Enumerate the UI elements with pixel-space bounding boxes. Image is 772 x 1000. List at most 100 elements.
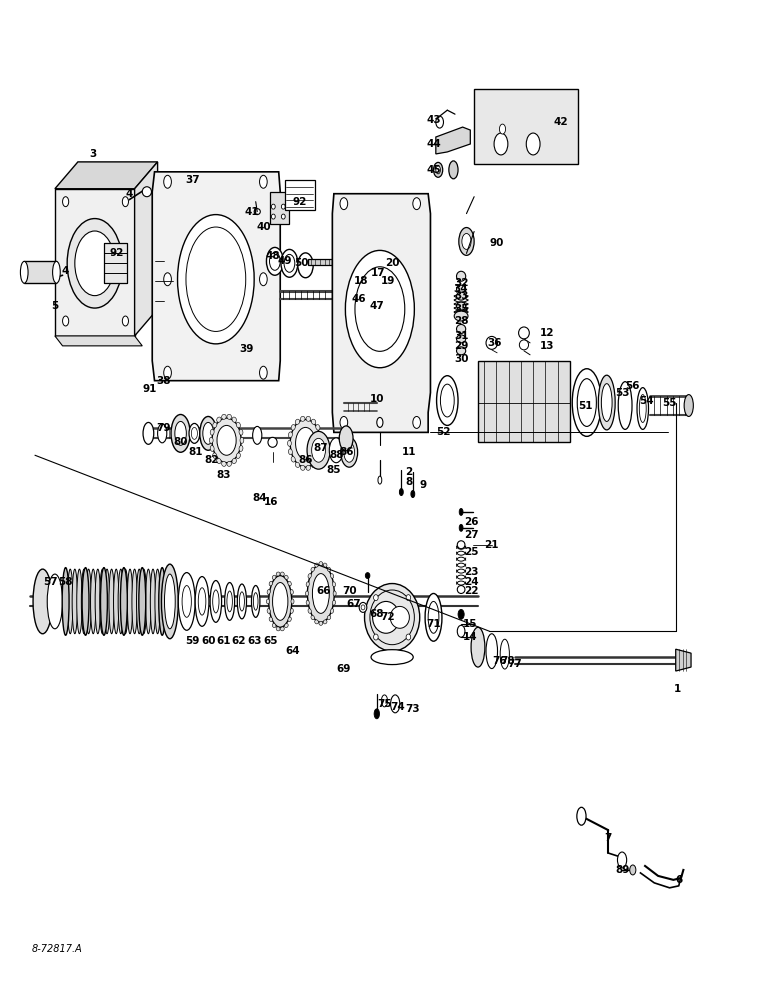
Ellipse shape <box>527 133 540 155</box>
Ellipse shape <box>164 175 171 188</box>
Ellipse shape <box>240 437 244 443</box>
Text: 4: 4 <box>126 189 133 199</box>
Ellipse shape <box>359 602 367 612</box>
Ellipse shape <box>459 508 463 515</box>
Ellipse shape <box>120 568 127 635</box>
Text: 61: 61 <box>216 636 231 646</box>
Ellipse shape <box>456 292 466 300</box>
Text: 3: 3 <box>90 149 96 159</box>
Ellipse shape <box>577 379 597 426</box>
Text: 90: 90 <box>490 238 504 248</box>
Ellipse shape <box>374 709 380 719</box>
Ellipse shape <box>295 419 300 424</box>
Ellipse shape <box>272 204 276 209</box>
Text: 70: 70 <box>342 586 357 596</box>
Ellipse shape <box>319 432 323 438</box>
Ellipse shape <box>178 573 195 630</box>
Text: 35: 35 <box>454 304 469 314</box>
Ellipse shape <box>288 617 291 622</box>
Ellipse shape <box>155 569 161 634</box>
Ellipse shape <box>213 590 219 613</box>
Text: 10: 10 <box>370 394 384 404</box>
Ellipse shape <box>319 562 323 566</box>
Text: 71: 71 <box>426 619 441 629</box>
Text: 31: 31 <box>454 331 469 341</box>
Text: 67: 67 <box>347 599 361 609</box>
Ellipse shape <box>385 253 394 271</box>
Text: 14: 14 <box>463 632 478 642</box>
Ellipse shape <box>355 267 405 351</box>
Ellipse shape <box>164 574 175 629</box>
Ellipse shape <box>151 569 156 634</box>
Ellipse shape <box>311 567 314 572</box>
Ellipse shape <box>269 576 292 627</box>
Ellipse shape <box>381 695 388 707</box>
Text: 51: 51 <box>578 401 593 411</box>
Text: 6: 6 <box>676 875 682 885</box>
Ellipse shape <box>456 324 466 333</box>
Ellipse shape <box>340 198 347 210</box>
Ellipse shape <box>239 592 245 611</box>
Ellipse shape <box>333 600 336 605</box>
Text: 30: 30 <box>454 354 469 364</box>
Ellipse shape <box>227 591 232 612</box>
Text: 36: 36 <box>488 338 502 348</box>
Text: 55: 55 <box>662 398 677 408</box>
Ellipse shape <box>406 595 411 601</box>
Ellipse shape <box>486 634 497 669</box>
Text: 56: 56 <box>625 381 640 391</box>
Ellipse shape <box>254 209 260 215</box>
Ellipse shape <box>269 252 280 270</box>
Ellipse shape <box>306 465 310 470</box>
Ellipse shape <box>63 197 69 207</box>
Ellipse shape <box>72 569 77 634</box>
Ellipse shape <box>486 336 497 349</box>
Ellipse shape <box>280 572 284 576</box>
Text: 92: 92 <box>293 197 307 207</box>
Ellipse shape <box>684 395 693 416</box>
Ellipse shape <box>298 253 313 278</box>
Ellipse shape <box>456 347 466 355</box>
Text: 82: 82 <box>204 455 218 465</box>
Ellipse shape <box>90 569 96 634</box>
Ellipse shape <box>273 623 276 628</box>
Text: 19: 19 <box>381 276 394 286</box>
Text: 68: 68 <box>370 609 384 619</box>
Text: 54: 54 <box>639 396 654 406</box>
Ellipse shape <box>371 650 413 665</box>
Polygon shape <box>308 259 390 265</box>
Ellipse shape <box>212 418 241 463</box>
Ellipse shape <box>266 599 269 604</box>
Text: 29: 29 <box>454 341 469 351</box>
Text: 92: 92 <box>109 248 124 258</box>
Text: 34: 34 <box>454 284 469 294</box>
Ellipse shape <box>323 563 327 567</box>
Text: 88: 88 <box>329 450 344 460</box>
Ellipse shape <box>323 620 327 624</box>
Ellipse shape <box>209 437 213 443</box>
Ellipse shape <box>330 609 334 613</box>
Polygon shape <box>152 172 280 381</box>
Ellipse shape <box>67 569 73 634</box>
Text: 50: 50 <box>294 258 309 268</box>
Ellipse shape <box>295 462 300 467</box>
Text: 47: 47 <box>370 301 384 311</box>
Ellipse shape <box>127 569 133 634</box>
Text: 9: 9 <box>419 480 426 490</box>
Text: 27: 27 <box>465 530 479 540</box>
Ellipse shape <box>290 609 293 613</box>
Ellipse shape <box>222 414 226 419</box>
Ellipse shape <box>330 574 334 578</box>
Ellipse shape <box>113 569 119 634</box>
Ellipse shape <box>174 421 186 445</box>
Text: 17: 17 <box>371 268 386 278</box>
Ellipse shape <box>315 620 319 624</box>
Ellipse shape <box>227 461 232 466</box>
Ellipse shape <box>494 133 508 155</box>
Text: 23: 23 <box>465 567 479 577</box>
Ellipse shape <box>374 634 378 640</box>
Ellipse shape <box>289 432 293 438</box>
Text: 32: 32 <box>454 278 469 288</box>
Ellipse shape <box>253 593 258 610</box>
Ellipse shape <box>109 569 114 634</box>
